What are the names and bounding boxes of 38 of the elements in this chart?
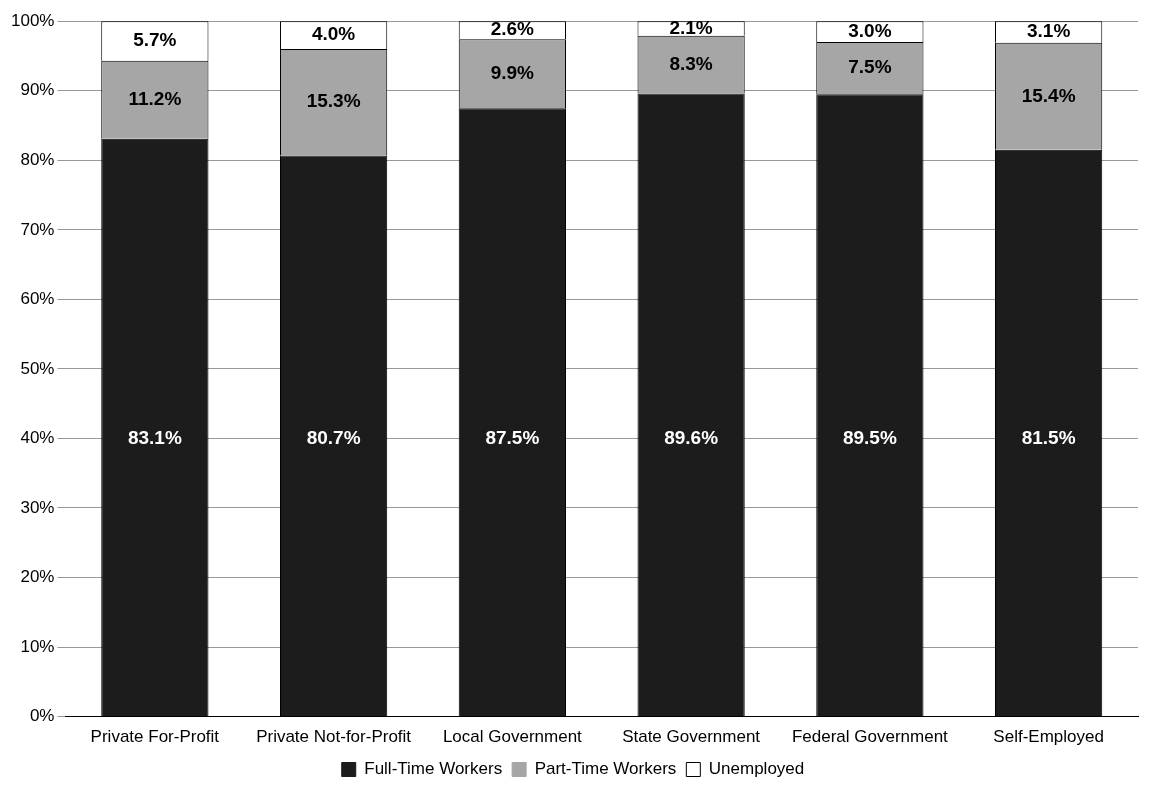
legend-label: Unemployed bbox=[708, 759, 805, 779]
y-tick-label: 50% bbox=[20, 358, 55, 378]
data-label: 8.3% bbox=[669, 52, 713, 74]
data-label: 89.6% bbox=[664, 426, 719, 448]
data-label: 3.1% bbox=[1026, 20, 1071, 42]
data-label: 83.1% bbox=[127, 426, 182, 448]
x-tick-label: Federal Government bbox=[791, 727, 949, 747]
x-tick-label: State Government bbox=[622, 727, 761, 747]
y-tick-label: 0% bbox=[29, 706, 55, 726]
y-tick-label: 80% bbox=[20, 149, 55, 169]
data-label: 80.7% bbox=[306, 426, 361, 448]
y-tick-label: 10% bbox=[20, 636, 55, 656]
y-tick-label: 40% bbox=[20, 428, 55, 448]
data-label: 2.6% bbox=[490, 18, 535, 40]
y-tick-label: 60% bbox=[20, 289, 55, 309]
x-tick-label: Local Government bbox=[442, 727, 583, 747]
data-label: 3.0% bbox=[848, 19, 892, 41]
data-label: 2.1% bbox=[669, 16, 713, 38]
data-label: 15.3% bbox=[306, 90, 361, 112]
data-label: 5.7% bbox=[133, 29, 177, 51]
x-tick-label: Private For-Profit bbox=[90, 727, 220, 747]
y-tick-label: 90% bbox=[20, 80, 55, 100]
data-label: 81.5% bbox=[1021, 426, 1076, 448]
x-tick-label: Self-Employed bbox=[993, 727, 1104, 747]
data-label: 87.5% bbox=[485, 426, 540, 448]
legend-label: Full-Time Workers bbox=[364, 759, 503, 779]
data-label: 4.0% bbox=[311, 23, 356, 45]
data-label: 15.4% bbox=[1021, 84, 1076, 106]
x-tick-label: Private Not-for-Profit bbox=[256, 727, 412, 747]
y-tick-label: 100% bbox=[11, 10, 55, 30]
data-label: 7.5% bbox=[848, 56, 892, 78]
data-label: 11.2% bbox=[128, 88, 182, 110]
data-label: 89.5% bbox=[842, 426, 897, 448]
data-label: 9.9% bbox=[490, 61, 535, 83]
legend-label: Part-Time Workers bbox=[534, 759, 677, 779]
y-tick-label: 30% bbox=[20, 497, 55, 517]
y-tick-label: 20% bbox=[20, 567, 55, 587]
y-tick-label: 70% bbox=[20, 219, 55, 239]
